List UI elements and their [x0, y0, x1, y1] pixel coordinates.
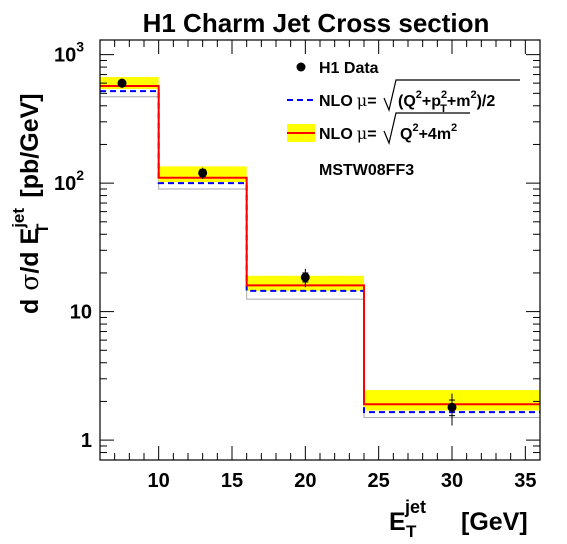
y-tick-label-1000: 103	[54, 39, 84, 67]
x-tick-label-25: 25	[368, 470, 390, 492]
nlo-step-red-solid	[100, 85, 540, 406]
x-axis-label: E jet T [GeV]	[389, 497, 528, 541]
data-point-2	[300, 272, 310, 282]
y-axis-label-prefix: d	[16, 299, 44, 314]
y-tick-label-100: 102	[54, 167, 84, 195]
y-axis-label-sigma: σ	[15, 274, 44, 291]
x-tick-label-30: 30	[441, 470, 463, 492]
y-tick-label-1: 1	[81, 430, 92, 452]
x-axis-ticks: 10 15 20 25 30 35	[99, 40, 541, 492]
x-axis-label-sub: T	[406, 522, 417, 541]
nlo-step-lines	[100, 85, 540, 414]
legend-annotation: MSTW08FF3	[319, 162, 414, 179]
legend-nlo1-sqrt	[383, 79, 520, 112]
legend-nlo2-label: NLO μ=	[319, 124, 377, 143]
legend-nlo2-radicand: Q2+4m2	[400, 122, 457, 143]
y-tick-label-10: 10	[70, 302, 92, 324]
x-tick-label-15: 15	[221, 470, 243, 492]
y-axis-ticks: 1 10 102 103	[54, 39, 540, 461]
x-tick-label-10: 10	[148, 470, 170, 492]
data-point-1	[198, 168, 208, 178]
band-yellow-bin-0	[100, 76, 159, 90]
y-axis-label-sub: T	[33, 223, 52, 234]
data-points	[117, 78, 457, 426]
y-axis-label-sup: jet	[9, 208, 28, 229]
y-axis-label: dσ/d Ejet T [pb/GeV]	[9, 93, 52, 314]
x-axis-label-unit: [GeV]	[461, 508, 528, 536]
chart-title: H1 Charm Jet Cross section	[143, 8, 490, 38]
legend-nlo1-label: NLO μ=	[319, 91, 377, 110]
legend-data-label: H1 Data	[319, 60, 379, 77]
legend-nlo2-sqrt	[383, 112, 470, 145]
legend-data-marker	[296, 62, 306, 72]
legend: H1 Data NLO μ= (Q2+p2 T+m2)/2 NLO μ= Q2+4m2…	[287, 60, 520, 179]
y-axis-label-text: dσ/d Ejet T [pb/GeV]	[9, 93, 52, 314]
data-point-3	[447, 402, 457, 412]
x-axis-label-sup: jet	[404, 497, 426, 517]
data-point-0	[117, 78, 127, 88]
x-axis-label-main: E	[389, 508, 406, 536]
x-tick-label-20: 20	[294, 470, 316, 492]
x-tick-label-35: 35	[514, 470, 536, 492]
y-axis-label-unit: [pb/GeV]	[16, 93, 44, 197]
y-axis-label-mid: /d E	[16, 228, 44, 274]
legend-nlo1-radicand: (Q2+p2 T+m2)/2	[398, 89, 495, 115]
